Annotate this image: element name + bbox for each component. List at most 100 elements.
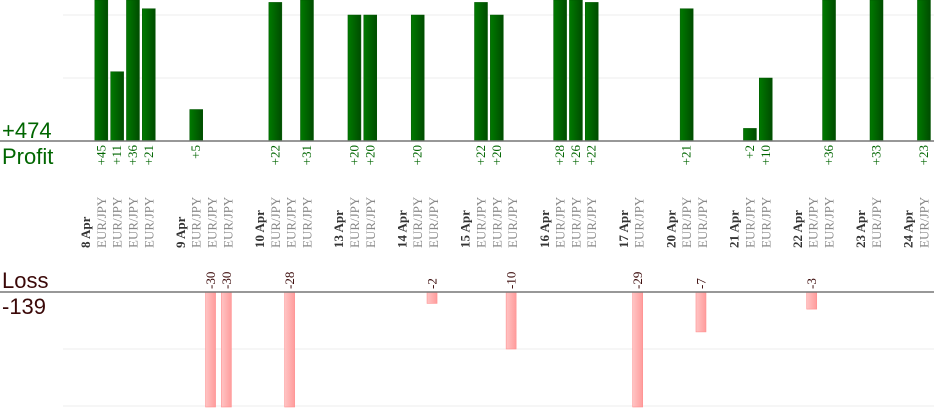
profit-value-label: +20 (362, 145, 377, 165)
profit-value-label: +36 (125, 145, 140, 166)
loss-bar (505, 291, 517, 350)
date-label: 9 Apr (173, 216, 188, 248)
pair-label: EUR/JPY (505, 196, 520, 248)
pair-label: EUR/JPY (758, 196, 773, 248)
pair-label: EUR/JPY (474, 196, 489, 248)
loss-total: -139 (2, 294, 46, 319)
date-label: 14 Apr (394, 210, 409, 248)
loss-value-label: -29 (630, 272, 645, 289)
pair-label: EUR/JPY (94, 196, 109, 248)
loss-value-label: -2 (425, 278, 440, 289)
date-label: 24 Apr (901, 210, 916, 248)
pair-label: EUR/JPY (410, 196, 425, 248)
profit-bar (584, 2, 599, 142)
profit-bar (759, 77, 773, 142)
profit-value-label: +22 (584, 145, 599, 165)
date-label: 23 Apr (853, 210, 868, 248)
pair-label: EUR/JPY (299, 196, 314, 248)
profit-bars (94, 0, 931, 142)
loss-bar (632, 291, 644, 408)
loss-value-label: -7 (693, 278, 708, 289)
pair-label: EUR/JPY (205, 196, 220, 248)
profit-bar (553, 0, 567, 142)
date-label: 17 Apr (616, 210, 631, 248)
profit-bar (126, 0, 140, 142)
pair-label: EUR/JPY (489, 196, 504, 248)
profit-bar (743, 128, 757, 142)
profit-value-label: +5 (188, 145, 203, 159)
pair-label: EUR/JPY (632, 196, 647, 248)
loss-bar (205, 291, 216, 408)
profit-value-label: +20 (410, 145, 425, 165)
date-label: 15 Apr (458, 210, 473, 248)
pair-label: EUR/JPY (426, 196, 441, 248)
loss-value-label: -30 (219, 272, 234, 289)
profit-value-label: +23 (916, 145, 931, 165)
profit-total: +474 (2, 118, 52, 143)
profit-bar (363, 14, 378, 142)
pair-label: EUR/JPY (806, 196, 821, 248)
pair-label: EUR/JPY (220, 196, 235, 248)
profit-value-label: +26 (568, 145, 583, 166)
date-label: 22 Apr (790, 210, 805, 248)
pair-label: EUR/JPY (679, 196, 694, 248)
pair-label: EUR/JPY (268, 196, 283, 248)
pair-label: EUR/JPY (568, 196, 583, 248)
profit-value-label: +2 (742, 145, 757, 159)
loss-bar (695, 291, 707, 333)
loss-value-label: -30 (203, 272, 218, 289)
loss-value-label: -28 (282, 272, 297, 289)
date-label: 10 Apr (252, 210, 267, 248)
profit-value-label: +11 (109, 145, 124, 165)
profit-label: Profit (2, 144, 53, 169)
loss-bar (426, 291, 438, 304)
profit-bar (189, 109, 203, 142)
date-label: 21 Apr (727, 210, 742, 248)
pair-label: EUR/JPY (742, 196, 757, 248)
profit-value-label: +33 (869, 145, 884, 165)
loss-bar (806, 291, 818, 310)
profit-value-label: +22 (473, 145, 488, 165)
loss-bar (221, 291, 232, 408)
profit-bar (679, 8, 694, 142)
profit-value-label: +10 (758, 145, 773, 165)
pair-label: EUR/JPY (869, 196, 884, 248)
profit-bar (110, 71, 124, 142)
profit-value-label: +22 (267, 145, 282, 165)
pair-label: EUR/JPY (363, 196, 378, 248)
date-label: 8 Apr (78, 216, 93, 248)
profit-value-label: +20 (346, 145, 361, 165)
date-label: 16 Apr (537, 210, 552, 248)
pair-label: EUR/JPY (584, 196, 599, 248)
profit-bar (142, 8, 156, 142)
pair-label: EUR/JPY (284, 196, 299, 248)
profit-bar (268, 2, 283, 142)
profit-bar (869, 0, 884, 142)
loss-value-label: -10 (504, 272, 519, 289)
profit-value-label: +36 (821, 145, 836, 166)
profit-bar (410, 14, 425, 142)
labels: 8 Apr EUR/JPY +45 EUR/JPY +11 EUR/JPY +36 EUR/J… (78, 145, 931, 289)
loss-bar (284, 291, 295, 408)
pair-label: EUR/JPY (822, 196, 837, 248)
profit-bar (490, 14, 504, 142)
profit-bar (300, 0, 314, 142)
profit-value-label: +28 (552, 145, 567, 165)
pair-label: EUR/JPY (110, 196, 125, 248)
date-label: 13 Apr (331, 210, 346, 248)
profit-bar (569, 0, 583, 142)
pair-label: EUR/JPY (141, 196, 156, 248)
pair-label: EUR/JPY (347, 196, 362, 248)
pair-label: EUR/JPY (695, 196, 710, 248)
profit-bar (347, 14, 362, 142)
pair-label: EUR/JPY (125, 196, 140, 248)
profit-bar (474, 2, 488, 142)
profit-value-label: +21 (679, 145, 694, 165)
profit-bar (917, 0, 931, 142)
profit-value-label: +45 (93, 145, 108, 165)
pair-label: EUR/JPY (916, 196, 931, 248)
profit-value-label: +20 (489, 145, 504, 165)
profit-value-label: +31 (299, 145, 314, 165)
loss-value-label: -3 (804, 278, 819, 289)
